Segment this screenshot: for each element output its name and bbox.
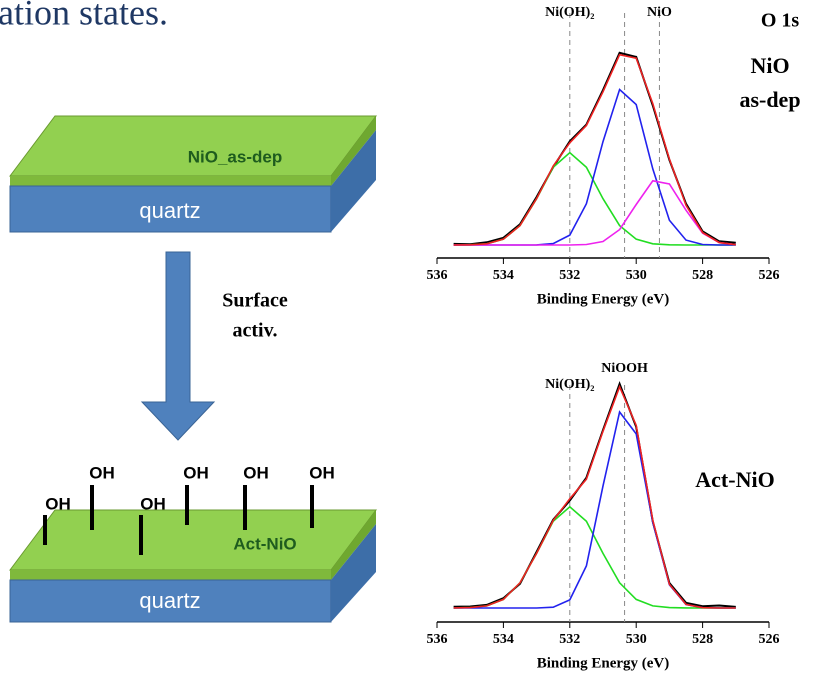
x-tick-label: 530 xyxy=(626,268,647,283)
sample-label: as-dep xyxy=(739,87,800,112)
spectrum-line xyxy=(453,381,736,608)
slide-title: ation states. xyxy=(0,0,168,32)
substrate-side xyxy=(331,524,376,622)
x-tick-label: 534 xyxy=(493,268,514,283)
x-tick-label: 530 xyxy=(626,632,647,647)
chart-title: O 1s xyxy=(761,10,800,32)
x-tick-label: 528 xyxy=(692,268,713,283)
x-tick-label: 532 xyxy=(559,632,580,647)
x-tick-label: 532 xyxy=(559,268,580,283)
layer-label: Act-NiO xyxy=(233,534,296,553)
layer-label: NiO_as-dep xyxy=(188,147,282,166)
peak-label: NiOOH xyxy=(601,0,648,4)
arrow-label: activ. xyxy=(233,320,278,342)
spectrum-line xyxy=(453,410,736,609)
film-side xyxy=(331,510,376,580)
x-tick-label: 536 xyxy=(427,632,448,647)
spectrum-line xyxy=(453,384,736,609)
oh-label: OH xyxy=(309,463,335,482)
substrate xyxy=(9,579,332,623)
oh-sticks xyxy=(43,485,314,555)
spectrum-line xyxy=(453,53,736,246)
sample-label: Act-NiO xyxy=(695,467,774,492)
sample-label: NiO xyxy=(750,53,789,78)
substrate-label: quartz xyxy=(139,198,200,223)
film-top xyxy=(9,509,377,571)
peak-label: Ni(OH)₂ xyxy=(545,5,594,20)
substrate xyxy=(9,185,332,233)
spectrum-line xyxy=(453,179,736,246)
film-edge xyxy=(10,570,331,580)
x-tick-label: 534 xyxy=(493,632,514,647)
oh-label: OH xyxy=(89,463,115,482)
spectrum-line xyxy=(453,51,736,246)
x-axis-label: Binding Energy (eV) xyxy=(537,291,670,307)
x-axis-label: Binding Energy (eV) xyxy=(537,655,670,671)
peak-label: NiOOH xyxy=(601,361,648,376)
film-side xyxy=(331,116,376,186)
x-tick-label: 526 xyxy=(759,268,780,283)
x-tick-label: 526 xyxy=(759,632,780,647)
peak-label: Ni(OH)₂ xyxy=(545,377,594,392)
film-top xyxy=(9,115,377,177)
oh-label: OH xyxy=(45,494,71,513)
x-tick-label: 528 xyxy=(692,632,713,647)
oh-label: OH xyxy=(140,494,166,513)
arrow-label: Surface xyxy=(222,290,288,312)
substrate-label: quartz xyxy=(139,588,200,613)
substrate-side xyxy=(331,130,376,232)
arrow xyxy=(140,251,216,441)
film-edge xyxy=(10,176,331,186)
peak-label: NiO xyxy=(647,5,672,20)
x-tick-label: 536 xyxy=(427,268,448,283)
oh-label: OH xyxy=(243,463,269,482)
oh-label: OH xyxy=(183,463,209,482)
spectrum-line xyxy=(453,151,736,246)
